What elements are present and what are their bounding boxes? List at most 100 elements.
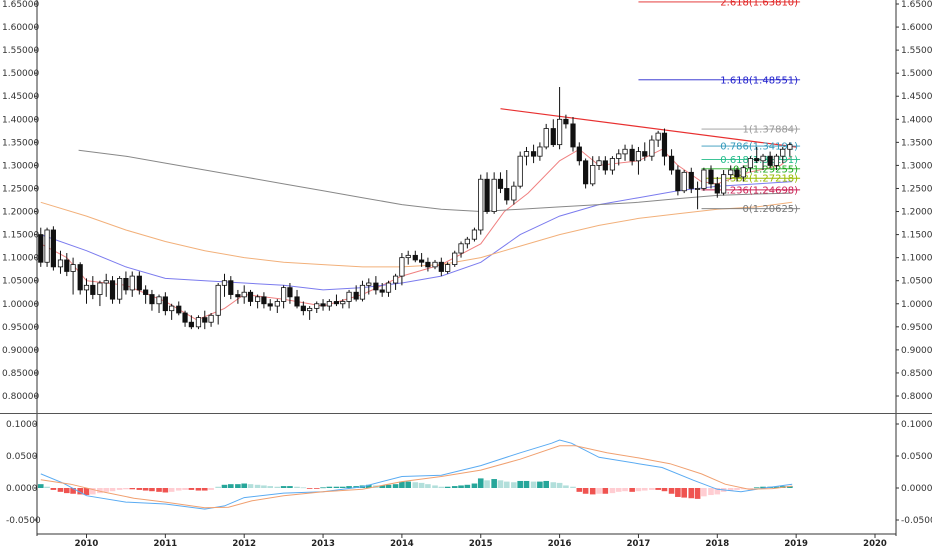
candle-body [557, 118, 563, 146]
y-tick-label-left: 1.15000 [2, 231, 39, 241]
candle-body [419, 259, 425, 263]
histogram-bar [688, 488, 695, 499]
candle-body [675, 169, 681, 192]
fib-level-label: 0(1.20625) [743, 204, 799, 215]
osc-tick-label-left: 0.0500 [6, 452, 38, 462]
fib-level-label: 0.236(1.24698) [720, 185, 798, 196]
histogram-bar [50, 488, 57, 490]
candle-body [57, 259, 64, 268]
histogram-bar [641, 488, 648, 491]
x-tick-label: 2013 [311, 539, 335, 549]
histogram-bar [484, 480, 490, 488]
candle-body [668, 155, 675, 171]
histogram-bar [97, 488, 103, 494]
histogram-bar [418, 482, 425, 488]
histogram-bar [116, 488, 123, 490]
candle-body [215, 284, 221, 316]
candle-body [760, 155, 766, 162]
histogram-bar [63, 488, 70, 494]
candle-body [195, 317, 202, 328]
candle-body [708, 169, 714, 185]
y-tick-label-left: 1.25000 [2, 184, 39, 194]
candle-body [44, 229, 50, 263]
x-tick-label: 2011 [154, 539, 178, 549]
histogram-bar [346, 486, 352, 488]
histogram-bar [708, 488, 714, 496]
histogram-bar [511, 482, 517, 488]
y-tick-label-left: 1.65000 [2, 0, 39, 10]
y-tick-label-left: 1.35000 [2, 138, 39, 148]
histogram-bar [589, 488, 596, 495]
candle-body [405, 254, 411, 259]
candle-body [294, 296, 300, 307]
candle-body [261, 296, 267, 305]
y-tick-label-right: 0.80000 [901, 392, 932, 402]
fib-level-label: 1.618(1.48551) [720, 75, 798, 86]
y-tick-label-left: 1.60000 [2, 23, 39, 33]
candle-body [149, 294, 155, 305]
y-tick-label-left: 1.55000 [2, 46, 39, 56]
candle-body [721, 174, 727, 194]
histogram-bar [399, 481, 405, 488]
histogram-bar [622, 488, 628, 492]
candle-body [267, 303, 273, 307]
osc-tick-label-right: -0.0500 [901, 516, 932, 526]
fib-level-label: 0.382(1.27218) [720, 174, 798, 185]
candle-body [156, 296, 162, 305]
y-tick-label-left: 1.00000 [2, 300, 39, 310]
candle-body [425, 261, 431, 268]
candle-body [241, 291, 247, 298]
histogram-bar [215, 486, 221, 488]
candle-body [445, 264, 451, 272]
histogram-bar [254, 484, 261, 488]
histogram-bar [339, 486, 346, 488]
candle-body [432, 261, 438, 268]
y-tick-label-right: 0.85000 [901, 369, 932, 379]
candle-body [576, 146, 582, 162]
y-tick-label-left: 1.10000 [2, 254, 39, 264]
histogram-bar [326, 486, 333, 488]
candle-body [333, 301, 340, 305]
candle-body [661, 132, 668, 157]
histogram-bar [451, 486, 458, 488]
candle-body [176, 305, 182, 314]
histogram-bar [129, 488, 136, 490]
candle-body [307, 307, 313, 312]
candle-body [392, 275, 399, 284]
histogram-bar [162, 488, 169, 493]
x-tick-label: 2012 [232, 539, 256, 549]
histogram-bar [44, 486, 50, 488]
candle-body [530, 151, 537, 157]
candle-body [590, 165, 596, 185]
histogram-bar [596, 488, 602, 494]
candle-body [221, 280, 228, 286]
candle-body [511, 185, 517, 201]
candle-body [754, 158, 760, 162]
candle-body [688, 171, 694, 189]
histogram-bar [385, 484, 392, 488]
y-tick-label-right: 1.55000 [901, 46, 932, 56]
candle-body [70, 264, 76, 272]
histogram-bar [392, 484, 399, 488]
candle-body [517, 155, 523, 187]
candle-body [596, 160, 602, 166]
histogram-bar [103, 488, 110, 492]
histogram-bar [602, 488, 609, 494]
osc-tick-label-left: 0.0000 [6, 484, 38, 494]
candle-body [385, 282, 392, 293]
histogram-bar [201, 488, 208, 491]
y-tick-label-left: 0.80000 [2, 392, 39, 402]
histogram-bar [221, 484, 228, 488]
histogram-bar [609, 488, 616, 494]
y-tick-label-right: 1.00000 [901, 300, 932, 310]
candle-body [50, 229, 56, 268]
histogram-bar [576, 488, 583, 492]
histogram-bar [563, 485, 569, 488]
y-tick-label-right: 1.60000 [901, 23, 932, 33]
y-tick-label-right: 1.50000 [901, 69, 932, 79]
histogram-bar [438, 486, 445, 488]
candle-body [399, 257, 405, 277]
candle-body [543, 128, 549, 148]
histogram-bar [464, 484, 471, 488]
x-tick-label: 2014 [390, 539, 414, 549]
